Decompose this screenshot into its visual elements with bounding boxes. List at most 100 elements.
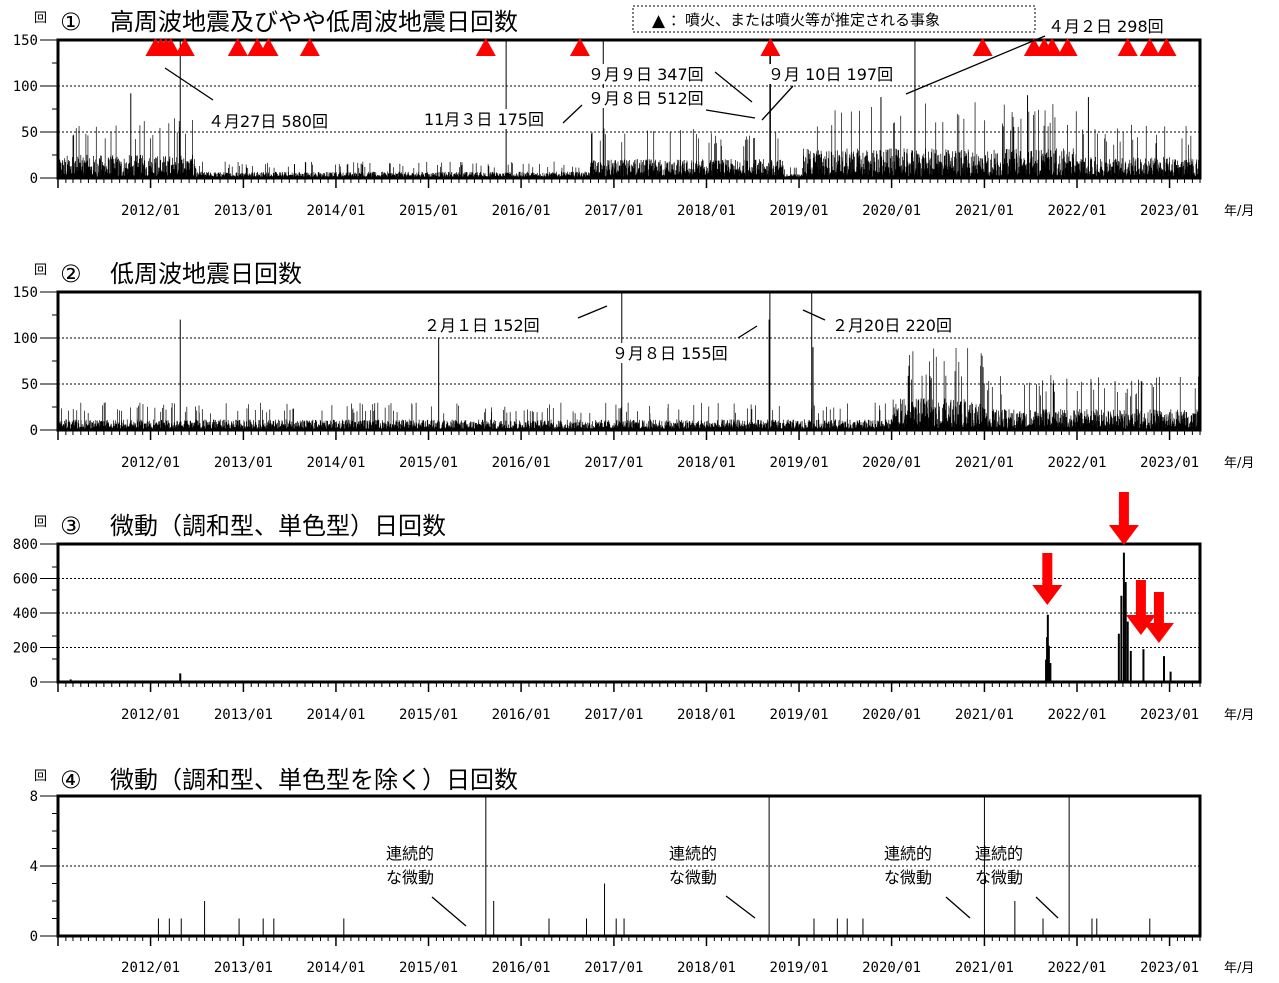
plot-area [58,796,1200,936]
x-tick-label: 2023/01 [1140,960,1199,976]
x-tick-label: 2023/01 [1140,455,1199,471]
eruption-marker [227,38,248,56]
x-tick-label: 2016/01 [492,960,551,976]
plot-area [58,544,1200,682]
x-tick-label: 2015/01 [399,455,458,471]
x-tick-label: 2022/01 [1047,455,1106,471]
x-tick-label: 2019/01 [770,960,829,976]
y-tick-label: 100 [13,79,38,95]
tremor-annotation-line2: な微動 [884,868,932,887]
panel-3-title: 微動（調和型、単色型）日回数 [110,512,446,540]
x-tick-label: 2016/01 [492,707,551,723]
x-tick-label: 2015/01 [399,960,458,976]
panel-2-unit: 回 [34,263,47,278]
eruption-marker [760,38,781,56]
annotation-leader [761,85,794,121]
y-tick-label: 100 [13,331,38,347]
annotation-leader [705,109,756,119]
y-tick-label: 400 [13,606,38,622]
x-tick-label: 2019/01 [770,707,829,723]
tremor-annotation-line1: 連続的 [386,844,434,863]
spike-annotation: ２月１日 152回 [424,316,540,335]
tremor-annotation-line1: 連続的 [669,844,717,863]
annotation-leader [431,896,467,927]
eruption-marker [475,38,496,56]
x-tick-label: 2013/01 [214,203,273,219]
x-tick-label: 2012/01 [121,707,180,723]
eruption-marker [1057,38,1078,56]
tremor-annotation-line1: 連続的 [975,844,1023,863]
x-tick-label: 2020/01 [862,455,921,471]
x-tick-label: 2015/01 [399,707,458,723]
annotation-leader [1035,896,1059,919]
panel-1-unit: 回 [34,11,47,26]
x-tick-label: 2012/01 [121,455,180,471]
tremor-annotation-line2: な微動 [386,868,434,887]
annotation-leader [945,896,971,919]
x-tick-label: 2022/01 [1047,707,1106,723]
panel-harmonic-tremor: 回 ③ 微動（調和型、単色型）日回数 年/月 0 200 400 600 800 2012… [13,492,1254,723]
eruption-marker [972,38,993,56]
x-tick-label: 2013/01 [214,455,273,471]
spike-annotation: ９月 10日 197回 [768,65,893,84]
panel-2-x-unit: 年/月 [1224,456,1254,471]
annotation-bg [766,64,871,84]
x-tick-label: 2021/01 [955,707,1014,723]
annotation-bg [422,109,518,129]
tremor-annotation-line2: な微動 [669,868,717,887]
x-tick-label: 2020/01 [862,960,921,976]
y-tick-label: 50 [21,377,38,393]
x-tick-label: 2016/01 [492,455,551,471]
x-tick-label: 2018/01 [677,203,736,219]
x-tick-label: 2017/01 [584,455,643,471]
spike-annotation: 11月３日 175回 [424,110,544,129]
panel-other-tremor: 回 ④ 微動（調和型、単色型を除く）日回数 年/月 0 4 8 2012/01 2013… [30,766,1255,976]
legend-box [632,5,1036,33]
x-tick-label: 2012/01 [121,960,180,976]
annotation-bg [610,343,699,363]
tremor-annotation-line1: 連続的 [884,844,932,863]
tremor-annotation-line2: な微動 [975,868,1023,887]
x-tick-label: 2017/01 [584,707,643,723]
eruption-marker [1139,38,1160,56]
annotation-leader [562,104,583,124]
legend: ▲ ：噴火、または噴火等が推定される事象 [632,5,1036,33]
x-tick-label: 2017/01 [584,203,643,219]
annotation-leader [725,895,756,919]
y-tick-label: 50 [21,125,38,141]
eruption-marker [1042,38,1063,56]
spike-annotation: ４月２日 298回 [1048,17,1164,36]
x-tick-label: 2016/01 [492,203,551,219]
spike-annotation: ４月27日 580回 [208,112,328,131]
legend-text: ：噴火、または噴火等が推定される事象 [670,11,940,29]
x-tick-label: 2012/01 [121,203,180,219]
x-tick-label: 2014/01 [306,707,365,723]
y-tick-label: 0 [30,171,38,187]
panel-2-title: 低周波地震日回数 [110,260,302,288]
x-tick-label: 2022/01 [1047,203,1106,219]
annotation-leader [737,325,758,339]
panel-1-number: ① [60,8,82,36]
annotation-bg [586,88,673,108]
spike-annotation: ９月８日 155回 [612,344,728,363]
y-tick-label: 150 [13,285,38,301]
x-tick-label: 2014/01 [306,203,365,219]
eruption-marker [1156,38,1177,56]
eruption-marker [258,38,279,56]
y-tick-label: 0 [30,675,38,691]
spike-annotation: ２月20日 220回 [832,316,952,335]
panel-1-title: 高周波地震及びやや低周波地震日回数 [110,8,518,36]
eruption-marker [299,38,320,56]
tremor-arrow [1143,592,1174,643]
x-tick-label: 2021/01 [955,203,1014,219]
x-tick-label: 2023/01 [1140,203,1199,219]
y-tick-label: 0 [30,423,38,439]
x-tick-label: 2021/01 [955,455,1014,471]
legend-eruption-marker: ▲ [652,11,666,31]
annotation-leader [802,309,826,321]
x-tick-label: 2015/01 [399,203,458,219]
eruption-marker [1117,38,1138,56]
plot-area [58,40,1200,178]
eruption-marker [569,38,590,56]
